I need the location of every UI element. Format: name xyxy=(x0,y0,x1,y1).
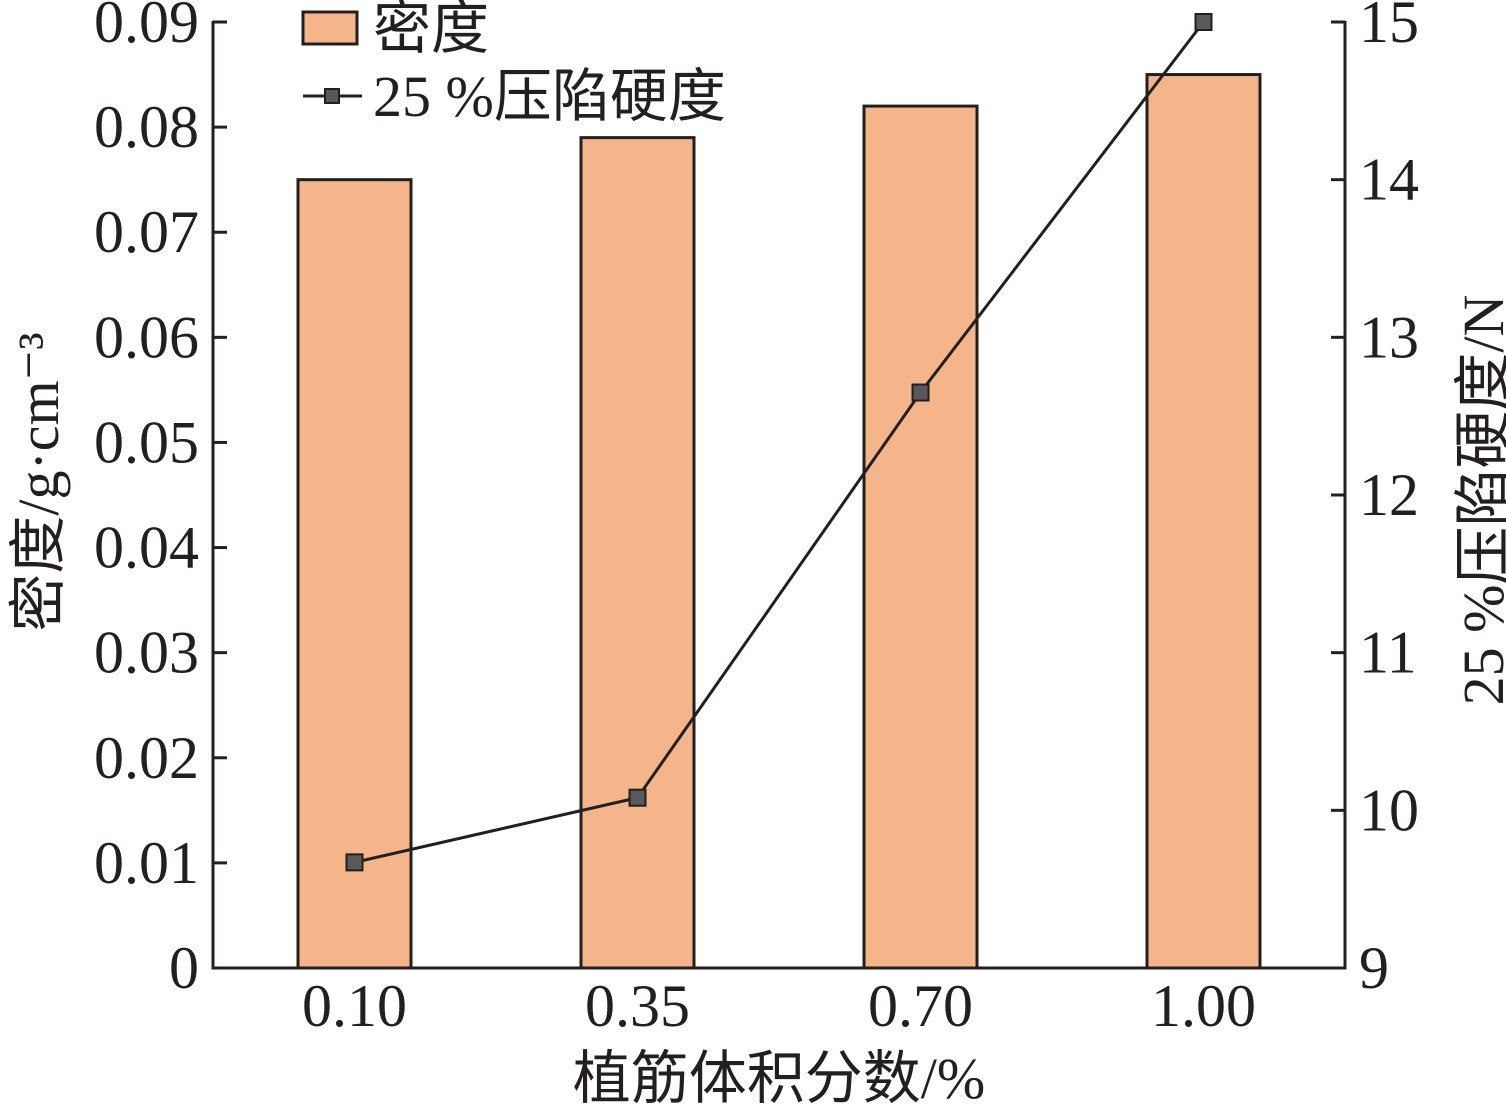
tick-labels-layer: 0 0.01 0.02 0.03 0.04 0.05 0.06 0.07 0.08 0.09 9 10… xyxy=(94,0,1419,1039)
right-y-tick-label: 15 xyxy=(1359,0,1419,55)
left-y-tick-label: 0.06 xyxy=(94,304,199,370)
bars-layer xyxy=(296,73,1262,970)
left-y-tick-label: 0.09 xyxy=(94,0,199,55)
right-y-axis-title: 25 %压陷硬度/N xyxy=(1451,295,1506,706)
hardness-line xyxy=(354,21,1205,864)
left-y-axis-title: 密度/g·cm⁻³ xyxy=(6,332,71,631)
right-y-tick-label: 9 xyxy=(1359,935,1389,1001)
left-y-tick-label: 0.04 xyxy=(94,515,199,581)
left-y-tick-label: 0.03 xyxy=(94,620,199,686)
legend-label-density: 密度 xyxy=(373,0,489,61)
legend-swatch-density xyxy=(301,10,359,46)
left-y-tick-label: 0.01 xyxy=(94,830,199,896)
right-y-tick-label: 13 xyxy=(1359,304,1419,370)
left-y-tick-label: 0.02 xyxy=(94,725,199,791)
bar-0.35 xyxy=(579,136,696,970)
legend-marker-hardness xyxy=(324,88,340,104)
bar-1.00 xyxy=(1145,73,1262,970)
legend-label-hardness: 25 %压陷硬度 xyxy=(373,64,726,129)
right-y-tick-label: 12 xyxy=(1359,462,1419,528)
axes-layer xyxy=(211,20,1347,970)
right-y-tick-label: 10 xyxy=(1359,777,1419,843)
bar-0.10 xyxy=(296,178,413,970)
left-y-tick-label: 0 xyxy=(169,935,199,1001)
line-series-layer xyxy=(345,13,1213,872)
left-y-tick-label: 0.05 xyxy=(94,409,199,475)
right-y-tick-label: 11 xyxy=(1359,620,1417,686)
hardness-point-0.35 xyxy=(628,788,647,807)
left-y-tick-label: 0.08 xyxy=(94,94,199,160)
x-tick-label: 1.00 xyxy=(1151,973,1256,1039)
x-tick-label: 0.10 xyxy=(302,973,407,1039)
x-tick-label: 0.35 xyxy=(585,973,690,1039)
x-axis-title: 植筋体积分数/% xyxy=(573,1046,985,1110)
left-y-tick-label: 0.07 xyxy=(94,199,199,265)
hardness-point-0.10 xyxy=(345,853,364,872)
hardness-point-1.00 xyxy=(1194,13,1213,31)
legend: 密度 25 %压陷硬度 xyxy=(301,0,726,129)
bar-0.70 xyxy=(862,104,979,970)
right-y-tick-label: 14 xyxy=(1359,147,1419,213)
x-tick-label: 0.70 xyxy=(868,973,973,1039)
hardness-point-0.70 xyxy=(911,383,930,402)
